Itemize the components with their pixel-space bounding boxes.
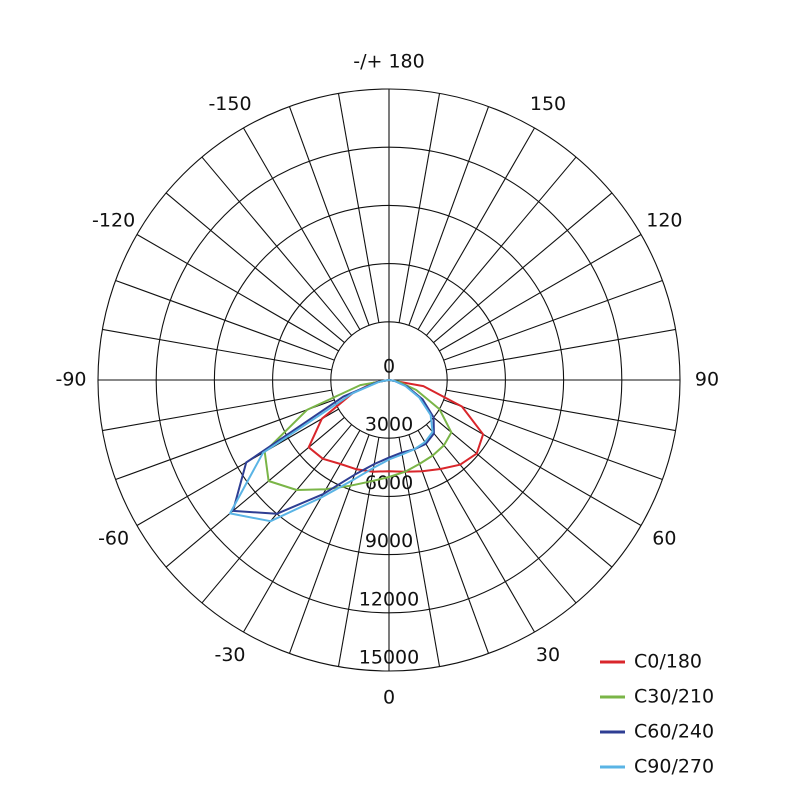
radial-tick-label: 0 [383,356,395,378]
series-line [229,379,434,523]
series-line [307,379,485,473]
angle-tick-label: 0 [383,687,395,709]
grid-ring [155,146,623,614]
radial-tick-label: 3000 [365,414,413,436]
grid-ring [213,204,565,556]
angle-tick-label: 120 [646,210,682,232]
radial-tick-label: 15000 [359,647,419,669]
angle-tick-label: 150 [530,93,566,115]
angle-tick-label: -30 [214,644,245,666]
angle-tick-label: -90 [55,369,86,391]
legend-label: C30/210 [634,686,714,708]
angle-tick-label: -60 [98,528,129,550]
legend-label: C0/180 [634,651,702,673]
radial-tick-label: 12000 [359,588,419,610]
legend-label: C60/240 [634,721,714,743]
angle-tick-label: -/+ 180 [353,51,424,73]
angle-tick-label: -120 [92,210,135,232]
series-line [232,379,435,515]
angle-tick-label: 60 [652,528,676,550]
grid-ring [330,321,448,439]
radial-tick-label: 6000 [365,472,413,494]
angle-tick-label: 30 [536,644,560,666]
legend-label: C90/270 [634,756,714,778]
grid-ring [97,88,681,672]
grid-ring [272,263,506,497]
angle-tick-label: 90 [695,369,719,391]
angle-tick-label: -150 [208,93,251,115]
radial-tick-label: 9000 [365,530,413,552]
